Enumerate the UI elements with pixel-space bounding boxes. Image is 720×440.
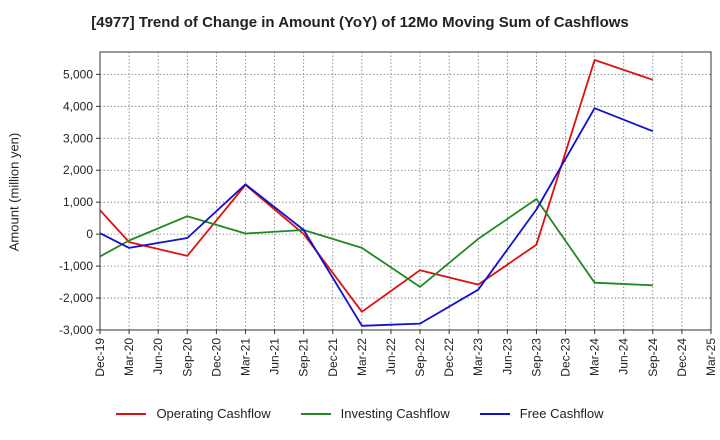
x-tick-label: Dec-19 (93, 338, 107, 377)
x-tick-label: Mar-22 (355, 338, 369, 376)
x-tick-label: Mar-24 (588, 338, 602, 376)
x-tick-label: Sep-20 (180, 338, 194, 377)
x-tick-label: Sep-22 (413, 338, 427, 377)
legend-item-investing: Investing Cashflow (300, 406, 450, 421)
x-tick-label: Sep-23 (529, 338, 543, 377)
x-tick-label: Mar-20 (122, 338, 136, 376)
legend-label-investing: Investing Cashflow (340, 406, 450, 421)
series-layer (99, 59, 654, 327)
operating-cashflow-line (99, 59, 654, 313)
free-cashflow-line (99, 107, 654, 327)
y-tick-label: 4,000 (63, 99, 93, 113)
x-tick-label: Mar-25 (704, 338, 718, 376)
legend-item-free: Free Cashflow (479, 406, 604, 421)
y-tick-label: 2,000 (63, 163, 93, 177)
x-tick-label: Dec-21 (326, 338, 340, 377)
legend-label-free: Free Cashflow (519, 406, 604, 421)
investing-cashflow-line (99, 198, 653, 288)
x-tick-label: Jun-22 (384, 338, 398, 375)
x-tick-label: Sep-21 (297, 338, 311, 377)
legend-swatch-investing (300, 412, 331, 415)
y-tick-label: 3,000 (63, 131, 93, 145)
x-tick-label: Dec-22 (442, 338, 456, 377)
x-tick-label: Jun-24 (617, 338, 631, 375)
y-tick-label: 5,000 (63, 67, 93, 81)
legend-label-operating: Operating Cashflow (156, 406, 271, 421)
x-tick-label: Jun-23 (500, 338, 514, 375)
y-tick-label: -1,000 (59, 259, 93, 273)
x-tick-label: Mar-21 (238, 338, 252, 376)
y-tick-label: -3,000 (59, 323, 93, 337)
y-tick-label: -2,000 (59, 291, 93, 305)
chart-title: [4977] Trend of Change in Amount (YoY) o… (91, 14, 629, 31)
plot-frame (99, 51, 712, 331)
x-tick-label: Jun-21 (268, 338, 282, 375)
x-tick-label: Dec-23 (559, 338, 573, 377)
axis-layer: Dec-19 Mar-20 Jun-20 Sep-20 Dec-20 Mar-21 Jun-… (59, 67, 718, 376)
x-tick-label: Dec-24 (675, 338, 689, 377)
legend-swatch-free (479, 412, 510, 415)
legend-swatch-operating (116, 412, 147, 415)
y-tick-label: 1,000 (63, 195, 93, 209)
x-tick-label: Jun-20 (151, 338, 165, 375)
grid-layer (99, 52, 712, 331)
legend-item-operating: Operating Cashflow (116, 406, 271, 421)
legend: Operating Cashflow Investing Cashflow Fr… (0, 406, 720, 421)
y-tick-label: 0 (86, 227, 93, 241)
x-tick-label: Mar-23 (471, 338, 485, 376)
x-tick-label: Dec-20 (209, 338, 223, 377)
x-tick-label: Sep-24 (646, 338, 660, 377)
